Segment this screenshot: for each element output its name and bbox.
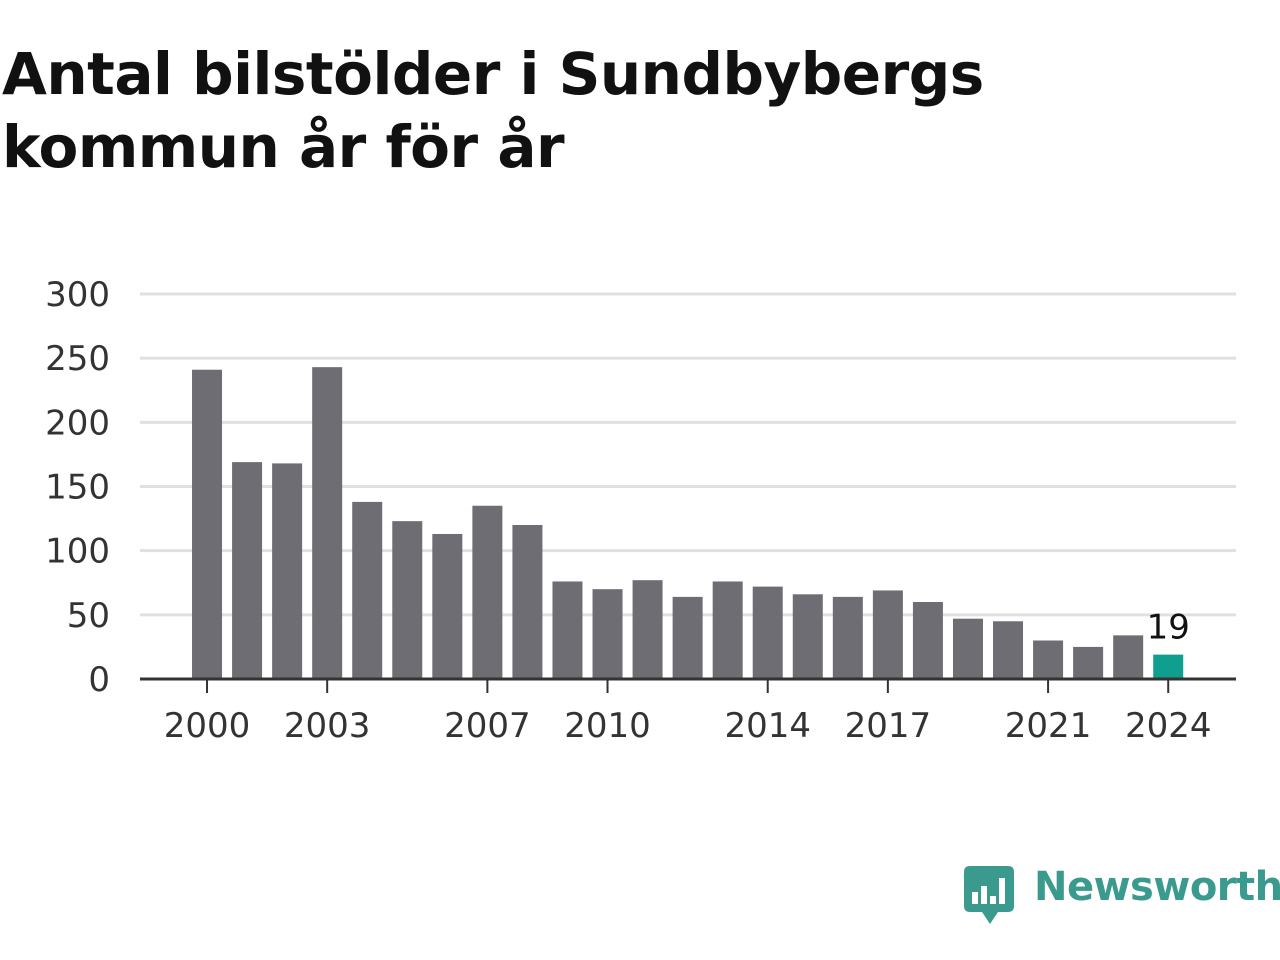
- x-tick-label: 2010: [564, 706, 651, 746]
- bar-2006: [432, 533, 463, 679]
- bar-2011: [632, 580, 663, 679]
- y-tick-label: 0: [88, 660, 110, 700]
- bar-2017: [872, 590, 903, 679]
- gridlines: [140, 292, 1236, 617]
- newsworthy-logo: Newsworthy: [964, 862, 1280, 928]
- bar-2022: [1073, 646, 1104, 679]
- bar-2014: [752, 586, 783, 679]
- bar-2000: [192, 369, 223, 679]
- bar-2002: [272, 463, 303, 679]
- bar-2001: [232, 462, 263, 679]
- data-label-2024: 19: [1147, 608, 1190, 648]
- x-tick-label: 2017: [845, 706, 932, 746]
- y-tick-label: 150: [45, 468, 110, 508]
- bar-2024: [1153, 654, 1184, 679]
- newsworthy-wordmark: Newsworthy: [1034, 864, 1280, 910]
- bar-2007: [472, 505, 503, 679]
- y-tick-label: 300: [45, 275, 110, 315]
- bar-2019: [952, 618, 983, 679]
- bar-2009: [552, 581, 583, 679]
- bar-2005: [392, 521, 423, 679]
- bar-2012: [672, 596, 703, 679]
- x-tick-label: 2014: [724, 706, 811, 746]
- x-tick-label: 2000: [164, 706, 251, 746]
- newsworthy-logo-icon: [964, 866, 1014, 924]
- data-labels: 19: [1147, 608, 1190, 648]
- x-tick-label: 2021: [1005, 706, 1092, 746]
- y-tick-label: 100: [45, 532, 110, 572]
- bar-2015: [792, 594, 823, 679]
- y-tick-label: 50: [67, 596, 110, 636]
- bar-2023: [1113, 635, 1144, 679]
- y-axis-ticks: 0 50 100 150 200 250 300: [45, 275, 110, 700]
- bar-2016: [832, 596, 863, 679]
- bar-2004: [352, 501, 383, 679]
- x-tick-label: 2003: [284, 706, 371, 746]
- x-tick-label: 2024: [1125, 706, 1212, 746]
- bar-2008: [512, 525, 543, 679]
- bar-2003: [312, 367, 343, 679]
- bars: [192, 367, 1184, 679]
- y-tick-label: 200: [45, 403, 110, 443]
- bar-2021: [1033, 640, 1064, 679]
- bar-2013: [712, 581, 743, 679]
- y-tick-label: 250: [45, 339, 110, 379]
- x-tick-label: 2007: [444, 706, 531, 746]
- x-axis: 2000 2003 2007 2010 2014 2017 2021 2024: [140, 677, 1236, 746]
- chart-title: Antal bilstölder i Sundbybergs kommun år…: [2, 40, 984, 181]
- bar-2010: [592, 589, 623, 679]
- bar-2020: [993, 621, 1024, 679]
- bar-2018: [912, 602, 943, 679]
